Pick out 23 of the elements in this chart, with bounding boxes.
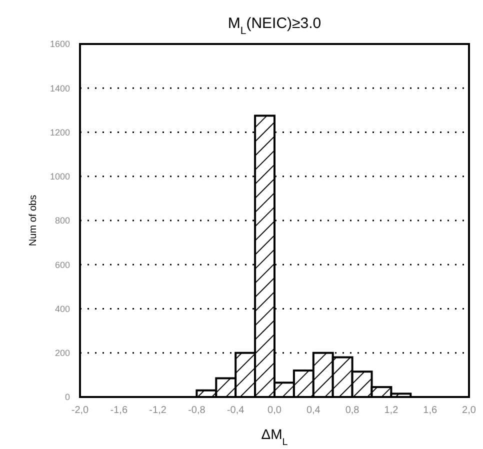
- x-tick-label: 1,6: [423, 405, 438, 416]
- x-tick-label: -0,4: [226, 405, 245, 416]
- chart-title: M$_{L}$(NEIC)≥3.0: [228, 15, 322, 37]
- x-tick-label: 0,8: [345, 405, 360, 416]
- y-tick-label: 1400: [50, 83, 70, 94]
- x-tick-label: -2,0: [71, 405, 90, 416]
- y-tick-label: 400: [54, 304, 70, 314]
- x-tick-label: -1,2: [149, 405, 167, 416]
- x-tick-label: -0,8: [188, 405, 206, 416]
- x-tick-label: 1,2: [384, 405, 399, 416]
- y-tick-label: 600: [54, 260, 70, 270]
- x-tick-label: 2,0: [462, 405, 476, 416]
- y-tick-label: 1000: [50, 172, 70, 182]
- y-axis-title: Num of obs: [28, 194, 39, 246]
- y-tick-label: 1200: [50, 127, 70, 138]
- y-tick-label: 800: [54, 216, 70, 226]
- x-tick-label: 0,0: [268, 405, 282, 416]
- x-axis-title: ΔM$_{L}$: [261, 426, 288, 448]
- x-tick-label: 0,4: [306, 405, 321, 416]
- y-tick-label: 0: [64, 392, 70, 402]
- x-tick-label: -1,6: [110, 405, 128, 416]
- y-tick-label: 1600: [50, 39, 70, 50]
- y-tick-label: 200: [54, 348, 70, 358]
